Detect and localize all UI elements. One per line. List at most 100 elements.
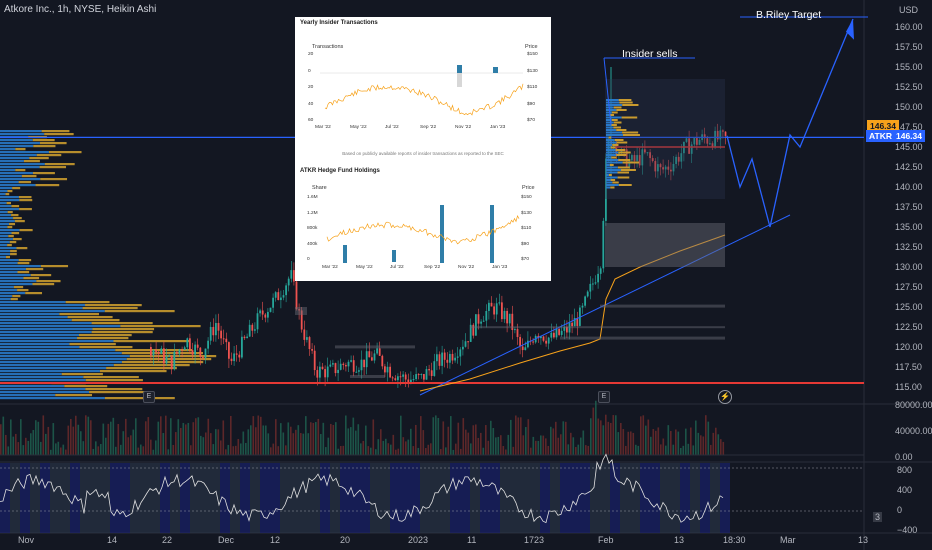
volume-bar bbox=[442, 421, 445, 455]
volume-bar bbox=[255, 427, 257, 455]
volume-bar bbox=[487, 440, 490, 455]
volume-profile-bar bbox=[44, 163, 75, 166]
volume-bar bbox=[450, 416, 452, 455]
lightning-icon[interactable]: ⚡ bbox=[718, 390, 732, 404]
candle-body bbox=[345, 365, 347, 367]
volume-bar bbox=[710, 444, 712, 455]
oscillator-band bbox=[300, 463, 310, 533]
volume-bar bbox=[77, 424, 80, 455]
volume-bar bbox=[680, 447, 682, 455]
volume-bar bbox=[170, 418, 172, 455]
volume-profile-bar bbox=[9, 223, 16, 226]
candle-body bbox=[602, 220, 605, 269]
volume-profile-bar bbox=[0, 358, 127, 361]
volume-bar bbox=[352, 417, 355, 455]
earnings-marker[interactable]: E bbox=[143, 391, 155, 403]
candle-body bbox=[246, 336, 248, 339]
oscillator-band bbox=[260, 463, 270, 533]
volume-profile-bar bbox=[0, 277, 24, 280]
time-tick: Dec bbox=[218, 535, 235, 545]
price-tick: 142.50 bbox=[895, 162, 923, 172]
volume-profile-bar bbox=[0, 178, 41, 181]
inset-x-tick: Jul '22 bbox=[390, 265, 404, 270]
volume-profile-bar bbox=[0, 325, 121, 328]
volume-profile-bar bbox=[59, 313, 99, 316]
volume-bar bbox=[305, 416, 307, 455]
inset-footnote: Based on publicly available reports of i… bbox=[342, 151, 504, 156]
local-profile-bar bbox=[606, 99, 619, 101]
volume-profile-bar bbox=[0, 268, 26, 271]
volume-profile-bar bbox=[0, 328, 93, 331]
oscillator-band bbox=[470, 463, 480, 533]
candle-body bbox=[555, 328, 558, 338]
oscillator-band bbox=[280, 463, 290, 533]
volume-bar bbox=[490, 420, 492, 455]
volume-bar bbox=[137, 447, 140, 455]
earnings-marker[interactable]: E bbox=[598, 391, 610, 403]
volume-profile-bar bbox=[17, 271, 30, 274]
volume-bar bbox=[187, 422, 190, 455]
volume-profile-bar bbox=[0, 142, 40, 145]
volume-bar bbox=[620, 422, 622, 455]
inset-left-tick: 0 bbox=[307, 257, 310, 262]
volume-bar bbox=[5, 434, 7, 455]
oscillator-band bbox=[80, 463, 90, 533]
oscillator-band bbox=[150, 463, 160, 533]
local-profile-bar bbox=[606, 106, 614, 109]
volume-profile-bar bbox=[0, 223, 10, 226]
volume-bar bbox=[582, 430, 585, 455]
price-tick: 155.00 bbox=[895, 62, 923, 72]
local-profile-bar bbox=[606, 169, 621, 171]
local-profile-bar bbox=[606, 186, 611, 189]
volume-bar bbox=[697, 432, 700, 455]
time-tick: 20 bbox=[340, 535, 351, 545]
volume-bar bbox=[410, 428, 412, 455]
inset-x-tick: Jul '22 bbox=[385, 125, 399, 130]
candle-body bbox=[698, 139, 701, 145]
local-profile-bar bbox=[608, 174, 612, 176]
local-profile-bar bbox=[606, 116, 622, 119]
candle-body bbox=[573, 317, 576, 327]
volume-profile-bar bbox=[121, 352, 204, 355]
volume-bar bbox=[585, 445, 587, 455]
candle-body bbox=[456, 356, 459, 358]
candle-body bbox=[594, 282, 597, 284]
volume-profile-bar bbox=[25, 268, 44, 271]
local-profile-bar bbox=[606, 141, 617, 144]
oscillator-band bbox=[140, 463, 150, 533]
price-tick: 150.00 bbox=[895, 102, 923, 112]
oscillator-band bbox=[250, 463, 260, 533]
oscillator-band bbox=[220, 463, 230, 533]
candle-body bbox=[527, 340, 529, 348]
volume-bar bbox=[447, 426, 450, 455]
inset-left-tick: 1.2M bbox=[307, 210, 318, 216]
oscillator-band bbox=[610, 463, 620, 533]
volume-profile-bar bbox=[0, 166, 40, 169]
candle-body bbox=[329, 364, 332, 367]
volume-profile-bar bbox=[0, 253, 11, 256]
volume-bar bbox=[695, 420, 697, 455]
volume-profile-bar bbox=[0, 262, 18, 265]
volume-bar bbox=[395, 449, 397, 455]
local-profile-bar bbox=[606, 104, 623, 106]
volume-profile-bar bbox=[0, 247, 17, 250]
volume-bar bbox=[87, 416, 90, 455]
time-tick: 11 bbox=[467, 535, 477, 545]
candle-body bbox=[191, 350, 194, 355]
candle-body bbox=[511, 313, 514, 330]
local-profile-bar bbox=[613, 106, 622, 109]
volume-bar bbox=[65, 449, 67, 455]
oscillator-band bbox=[500, 463, 510, 533]
volume-bar bbox=[722, 441, 725, 455]
time-tick: 13 bbox=[674, 535, 685, 545]
volume-bar bbox=[145, 421, 147, 455]
oscillator-band bbox=[370, 463, 380, 533]
insider-pointer bbox=[603, 57, 612, 126]
candle-body bbox=[371, 357, 373, 361]
inset-bar bbox=[493, 67, 498, 73]
volume-bar bbox=[142, 446, 145, 455]
candle-body bbox=[542, 336, 545, 341]
oscillator-band bbox=[410, 463, 420, 533]
